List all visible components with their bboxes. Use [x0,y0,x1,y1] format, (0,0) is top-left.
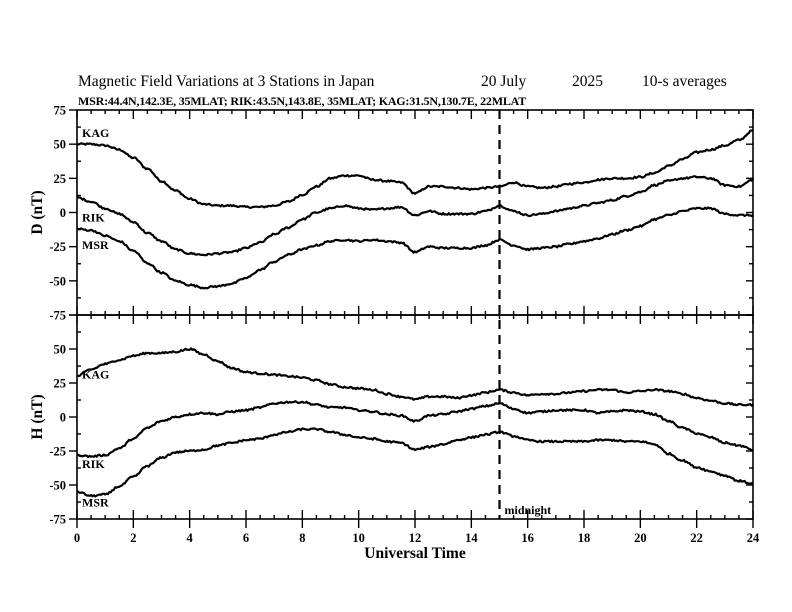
x-tick-label: 12 [409,531,422,545]
x-tick-label: 2 [130,531,136,545]
series-line-msr [76,427,754,498]
x-tick-label: 24 [747,531,760,545]
station-label-msr: MSR [82,495,109,509]
y-tick-label: -25 [49,240,66,254]
series-line-kag [77,347,754,407]
midnight-label: midnight [505,503,552,517]
y-tick-label: 25 [54,377,67,391]
axes: -75 -50 -25 0 25 50 75 D (nT) -75 -50 -25 0 25 50 H (n… [29,104,760,563]
y-axis-title: D (nT) [29,190,46,234]
y-tick-label: 50 [54,343,67,357]
panel-d: KAG RIK MSR [76,126,754,290]
station-label-rik: RIK [82,211,105,225]
x-tick-label: 18 [578,531,591,545]
series-line-msr [76,206,754,290]
y-tick-label: 75 [54,104,67,118]
y-tick-label: -75 [49,309,66,323]
x-tick-label: 0 [74,531,80,545]
y-tick-label: -25 [49,445,66,459]
x-tick-label: 8 [299,531,305,545]
panel-frame [76,109,754,316]
x-tick-label: 14 [465,531,478,545]
station-label-kag: KAG [82,367,109,381]
y-axis-title: H (nT) [29,394,46,439]
series-line-rik [76,400,754,459]
y-tick-label: -75 [49,513,66,527]
x-tick-label: 6 [243,531,249,545]
x-tick-label: 16 [521,531,534,545]
x-tick-label: 10 [352,531,365,545]
chart-title: Magnetic Field Variations at 3 Stations … [78,73,375,90]
x-axis-title: Universal Time [364,545,466,562]
panel-h: KAG RIK MSR [76,347,754,509]
station-label-msr: MSR [82,238,109,252]
station-coordinates: MSR:44.4N,142.3E, 35MLAT; RIK:43.5N,143.… [78,94,527,108]
series-line-kag [76,129,754,209]
x-tick-label: 22 [690,531,703,545]
y-tick-label: 0 [60,411,66,425]
y-tick-label: -50 [49,274,66,288]
x-tick-label: 20 [634,531,647,545]
y-tick-label: 25 [54,172,67,186]
chart-averaging: 10-s averages [642,73,727,90]
y-tick-label: -50 [49,479,66,493]
y-tick-label: 50 [54,138,67,152]
station-label-kag: KAG [82,126,109,140]
chart-date: 20 July [481,73,527,90]
chart-year: 2025 [572,73,603,90]
series-line-rik [76,175,754,257]
x-tick-label: 4 [187,531,194,545]
station-label-rik: RIK [82,457,105,471]
y-tick-label: 0 [60,206,66,220]
